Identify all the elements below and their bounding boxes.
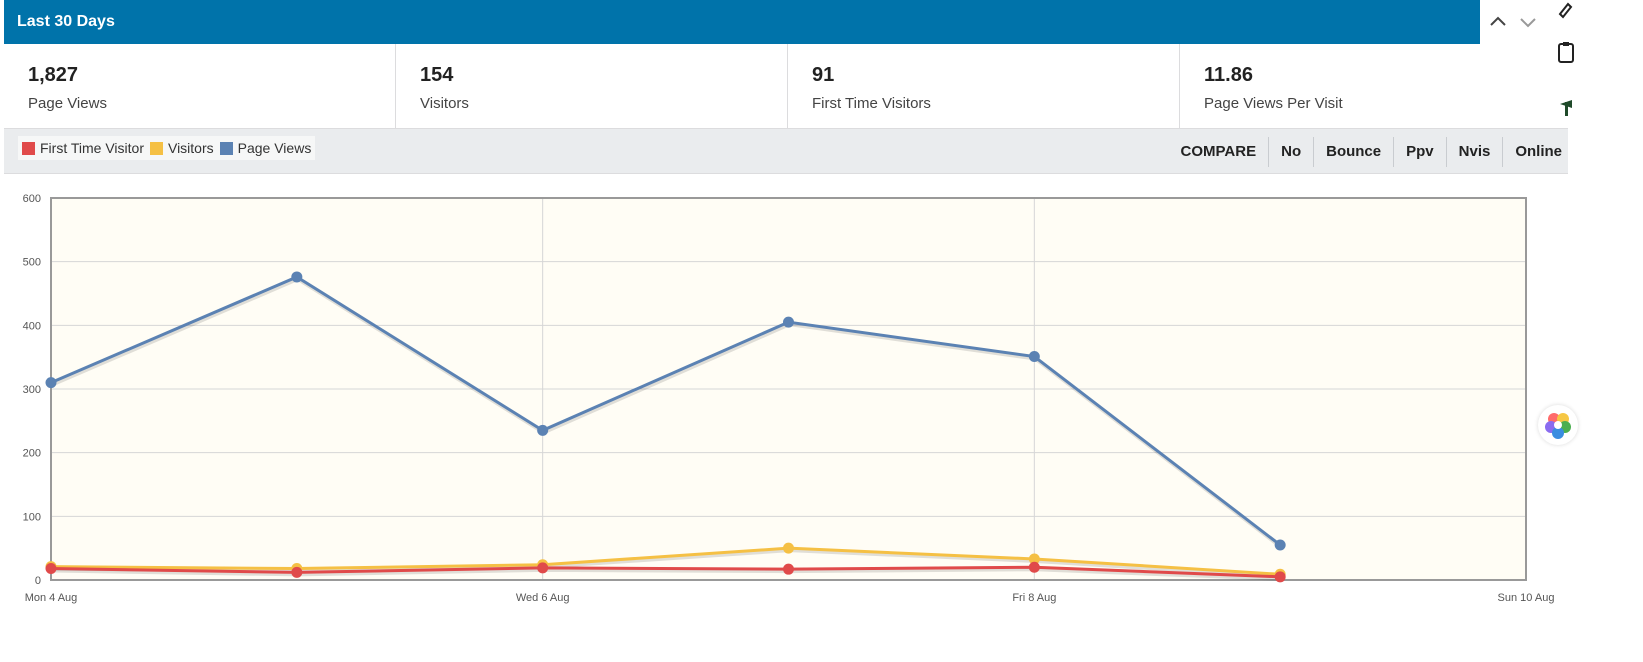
y-tick-label: 500 bbox=[23, 257, 41, 269]
series-line bbox=[50, 546, 1281, 576]
y-tick-label: 300 bbox=[23, 384, 41, 396]
compare-label: COMPARE bbox=[1180, 143, 1257, 160]
series-line bbox=[50, 565, 1281, 579]
stat-label: Page Views Per Visit bbox=[1204, 95, 1343, 112]
data-point bbox=[783, 563, 794, 575]
series-shadow bbox=[51, 548, 1282, 579]
panel-header: Last 30 Days bbox=[4, 0, 1480, 44]
x-tick-label: Fri 8 Aug bbox=[1012, 592, 1056, 604]
chart-toolbar: First Time Visitor Visitors Page Views C… bbox=[4, 129, 1568, 174]
y-tick-label: 200 bbox=[23, 448, 41, 460]
stat-label: First Time Visitors bbox=[812, 95, 931, 112]
panel-controls bbox=[1480, 0, 1568, 44]
copilot-icon[interactable] bbox=[1538, 405, 1578, 445]
compare-bounce-button[interactable]: Bounce bbox=[1313, 137, 1393, 167]
legend-swatch bbox=[219, 141, 233, 155]
stat-first-time-visitors: 91 First Time Visitors bbox=[788, 44, 1180, 128]
chevron-down-icon[interactable] bbox=[1518, 12, 1538, 32]
chart-legend: First Time Visitor Visitors Page Views bbox=[18, 136, 316, 160]
legend-item-page-views[interactable]: Page Views bbox=[219, 140, 312, 156]
stat-label: Page Views bbox=[28, 95, 107, 112]
legend-label: Visitors bbox=[167, 140, 214, 156]
x-tick-label: Mon 4 Aug bbox=[25, 592, 78, 604]
data-point bbox=[537, 562, 549, 574]
chart-area: 0 100 200 300 400 500 600 Mon 4 Aug Wed 6 Aug Fri… bbox=[4, 175, 1568, 657]
legend-swatch bbox=[149, 141, 163, 155]
stat-value: 154 bbox=[420, 64, 454, 86]
y-tick-label: 0 bbox=[35, 575, 41, 587]
data-point bbox=[1028, 351, 1040, 363]
legend-label: First Time Visitor bbox=[40, 140, 144, 156]
chevron-up-icon[interactable] bbox=[1488, 12, 1508, 32]
data-point bbox=[1274, 571, 1286, 583]
panel-title: Last 30 Days bbox=[17, 13, 115, 30]
stat-page-views-per-visit: 11.86 Page Views Per Visit bbox=[1180, 44, 1568, 128]
data-point bbox=[1274, 539, 1286, 551]
stat-visitors: 154 Visitors bbox=[396, 44, 788, 128]
compare-no-button[interactable]: No bbox=[1268, 137, 1313, 167]
plot-border bbox=[50, 197, 1527, 581]
legend-item-first-time-visitor[interactable]: First Time Visitor bbox=[22, 140, 144, 156]
y-tick-label: 400 bbox=[23, 320, 41, 332]
y-tick-label: 600 bbox=[23, 193, 41, 205]
stat-value: 11.86 bbox=[1204, 64, 1253, 86]
x-tick-label: Wed 6 Aug bbox=[516, 592, 570, 604]
data-point bbox=[537, 424, 549, 436]
stat-label: Visitors bbox=[420, 95, 469, 112]
compare-nvis-button[interactable]: Nvis bbox=[1445, 137, 1503, 167]
data-point bbox=[1028, 553, 1040, 565]
data-point bbox=[291, 566, 303, 578]
legend-item-visitors[interactable]: Visitors bbox=[149, 140, 214, 156]
stat-page-views: 1,827 Page Views bbox=[4, 44, 396, 128]
legend-swatch bbox=[22, 141, 35, 155]
data-point bbox=[45, 377, 57, 389]
stats-row: 1,827 Page Views 154 Visitors 91 First T… bbox=[4, 44, 1568, 129]
data-point bbox=[291, 271, 303, 283]
stat-value: 91 bbox=[812, 64, 835, 86]
legend-label: Page Views bbox=[237, 140, 312, 156]
series-line bbox=[50, 275, 1282, 547]
compare-online-button[interactable]: Online bbox=[1502, 137, 1568, 167]
data-point bbox=[1028, 561, 1040, 573]
stats-panel: Last 30 Days 1,827 Page Views 154 Visito… bbox=[4, 0, 1568, 657]
compare-bar: COMPARE No Bounce Ppv Nvis Online bbox=[1169, 137, 1568, 167]
x-tick-label: Sun 10 Aug bbox=[1498, 592, 1555, 604]
data-point bbox=[783, 316, 794, 328]
stat-value: 1,827 bbox=[28, 64, 79, 86]
series-shadow bbox=[51, 567, 1282, 581]
data-point bbox=[45, 563, 57, 575]
data-point bbox=[783, 542, 794, 554]
compare-ppv-button[interactable]: Ppv bbox=[1393, 137, 1446, 167]
line-chart: 0 100 200 300 400 500 600 Mon 4 Aug Wed 6 Aug Fri… bbox=[23, 193, 1555, 604]
y-tick-label: 100 bbox=[23, 511, 41, 523]
